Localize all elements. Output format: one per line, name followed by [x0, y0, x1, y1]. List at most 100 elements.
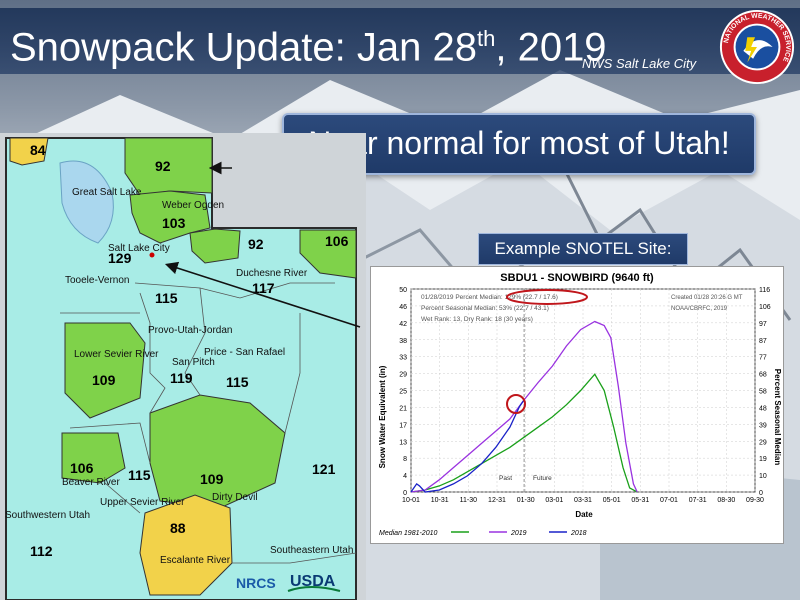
- nws-logo: NATIONAL WEATHER SERVICE: [719, 9, 795, 85]
- region-nw-84: [9, 137, 49, 166]
- x-tick-label: 05-31: [631, 497, 649, 504]
- region-name: Lower Sevier River: [74, 349, 159, 360]
- region-value: 84: [30, 142, 46, 158]
- example-site-label: Example SNOTEL Site:: [478, 233, 688, 265]
- y-tick-label: 33: [399, 355, 407, 362]
- y2-tick-label: 29: [759, 439, 767, 446]
- y2-tick-label: 87: [759, 338, 767, 345]
- series-line: [410, 399, 525, 493]
- x-tick-label: 07-01: [660, 497, 678, 504]
- salt-lake-city-label: Salt Lake City: [108, 243, 170, 254]
- x-tick-label: 08-30: [717, 497, 735, 504]
- region-name: Weber Ogden: [162, 200, 224, 211]
- x-tick-label: 10-31: [431, 497, 449, 504]
- info-box: 01/28/2019 Percent Median: 129% (22.7 / …: [421, 294, 743, 323]
- highlight-oval-percent: [506, 289, 588, 305]
- x-tick-label: 12-31: [488, 497, 506, 504]
- y-tick-label: 29: [399, 372, 407, 379]
- region-name: Duchesne River: [236, 268, 308, 279]
- region-value: 117: [252, 280, 275, 296]
- region-beaver-river: [61, 432, 126, 484]
- region-value: 121: [312, 461, 336, 477]
- y2-tick-label: 58: [759, 389, 767, 396]
- great-salt-lake: [59, 160, 114, 244]
- region-dirty-devil: [149, 394, 286, 509]
- region-value: 92: [248, 236, 264, 252]
- title-bar: [0, 8, 800, 74]
- region-value: 115: [226, 374, 249, 390]
- region-lower-sevier: [64, 322, 146, 419]
- x-tick-label: 10-01: [402, 497, 420, 504]
- region-name: Southwestern Utah: [5, 510, 90, 521]
- created-line: Created 01/28 20:26 G MT: [671, 295, 743, 301]
- region-name: Beaver River: [62, 477, 120, 488]
- legend-label: Median 1981-2010: [379, 530, 437, 537]
- region-name: Escalante River: [160, 555, 231, 566]
- series-line: [410, 373, 638, 493]
- region-value: 119: [170, 370, 193, 386]
- y-tick-label: 38: [399, 338, 407, 345]
- y-tick-label: 8: [403, 456, 407, 463]
- x-tick-label: 11-30: [460, 497, 477, 504]
- y2-tick-label: 106: [759, 304, 771, 311]
- region-value: 92: [155, 158, 171, 174]
- usda-logo: USDA: [290, 573, 336, 590]
- chart-legend: Median 1981-2010 2019 2018: [379, 530, 587, 537]
- y-tick-label: 21: [399, 405, 407, 412]
- region-value: 109: [200, 471, 224, 487]
- x-tick-label: 07-31: [689, 497, 707, 504]
- info-line: 01/28/2019 Percent Median: 129% (22.7 / …: [421, 294, 558, 301]
- y-tick-label: 50: [399, 287, 407, 294]
- y2-tick-label: 19: [759, 456, 767, 463]
- x-tick-label: 03-31: [574, 497, 592, 504]
- chart-title: SBDU1 - SNOWBIRD (9640 ft): [500, 272, 654, 284]
- region-name: Upper Sevier River: [100, 497, 185, 508]
- y-tick-label: 17: [399, 422, 407, 429]
- region-value: 106: [325, 233, 349, 249]
- y-axis-label: Snow Water Equivalent (in): [378, 365, 387, 468]
- legend-label: 2018: [570, 530, 587, 537]
- y-tick-label: 25: [399, 389, 407, 396]
- region-name: Price - San Rafael: [204, 347, 285, 358]
- info-line: Wet Rank: 13, Dry Rank: 18 (30 years): [421, 316, 533, 323]
- region-name: Dirty Devil: [212, 492, 258, 503]
- x-tick-label: 09-30: [746, 497, 764, 504]
- region-value: 115: [128, 467, 151, 483]
- created-line: NOAA/CBRFC, 2019: [671, 306, 728, 312]
- page-title: Snowpack Update: Jan 28th, 2019: [10, 25, 607, 70]
- past-label: Past: [499, 475, 512, 482]
- region-name: Provo-Utah-Jordan: [148, 325, 232, 336]
- future-label: Future: [533, 475, 552, 482]
- region-value: 88: [170, 520, 186, 536]
- region-name: San Pitch: [172, 357, 215, 368]
- nrcs-logo: NRCS: [236, 575, 276, 591]
- y-tick-label: 42: [399, 321, 407, 328]
- highlight-oval-point: [506, 394, 526, 414]
- utah-basin-map: Salt Lake City Great Salt Lake 84 92 Web…: [0, 133, 366, 600]
- y2-tick-label: 48: [759, 405, 767, 412]
- y2-tick-label: 0: [759, 490, 763, 497]
- region-value: 106: [70, 460, 94, 476]
- region-name: Southeastern Utah: [270, 545, 353, 556]
- x-tick-label: 05-01: [603, 497, 621, 504]
- y-tick-label: 46: [399, 304, 407, 311]
- salt-lake-city-marker: [149, 252, 155, 258]
- x-tick-label: 03-01: [545, 497, 563, 504]
- region-ne-92: [189, 228, 241, 264]
- region-escalante: [139, 494, 233, 596]
- region-value: 109: [92, 372, 116, 388]
- x-tick-label: 01-30: [517, 497, 535, 504]
- y2-tick-label: 116: [759, 287, 770, 294]
- y2-tick-label: 10: [759, 473, 767, 480]
- x-axis-label: Date: [575, 510, 593, 519]
- snotel-chart: SBDU1 - SNOWBIRD (9640 ft) Snow Water Eq…: [370, 266, 784, 544]
- legend-label: 2019: [510, 530, 527, 537]
- region-value: 129: [108, 250, 132, 266]
- region-value: 103: [162, 215, 186, 231]
- great-salt-lake-label: Great Salt Lake: [72, 187, 142, 198]
- series-line: [410, 320, 638, 493]
- y2-tick-label: 77: [759, 355, 767, 362]
- usda-logo-swoosh: [287, 586, 341, 592]
- y-tick-label: 4: [403, 473, 407, 480]
- y2-axis-label: Percent Seasonal Median: [773, 369, 782, 466]
